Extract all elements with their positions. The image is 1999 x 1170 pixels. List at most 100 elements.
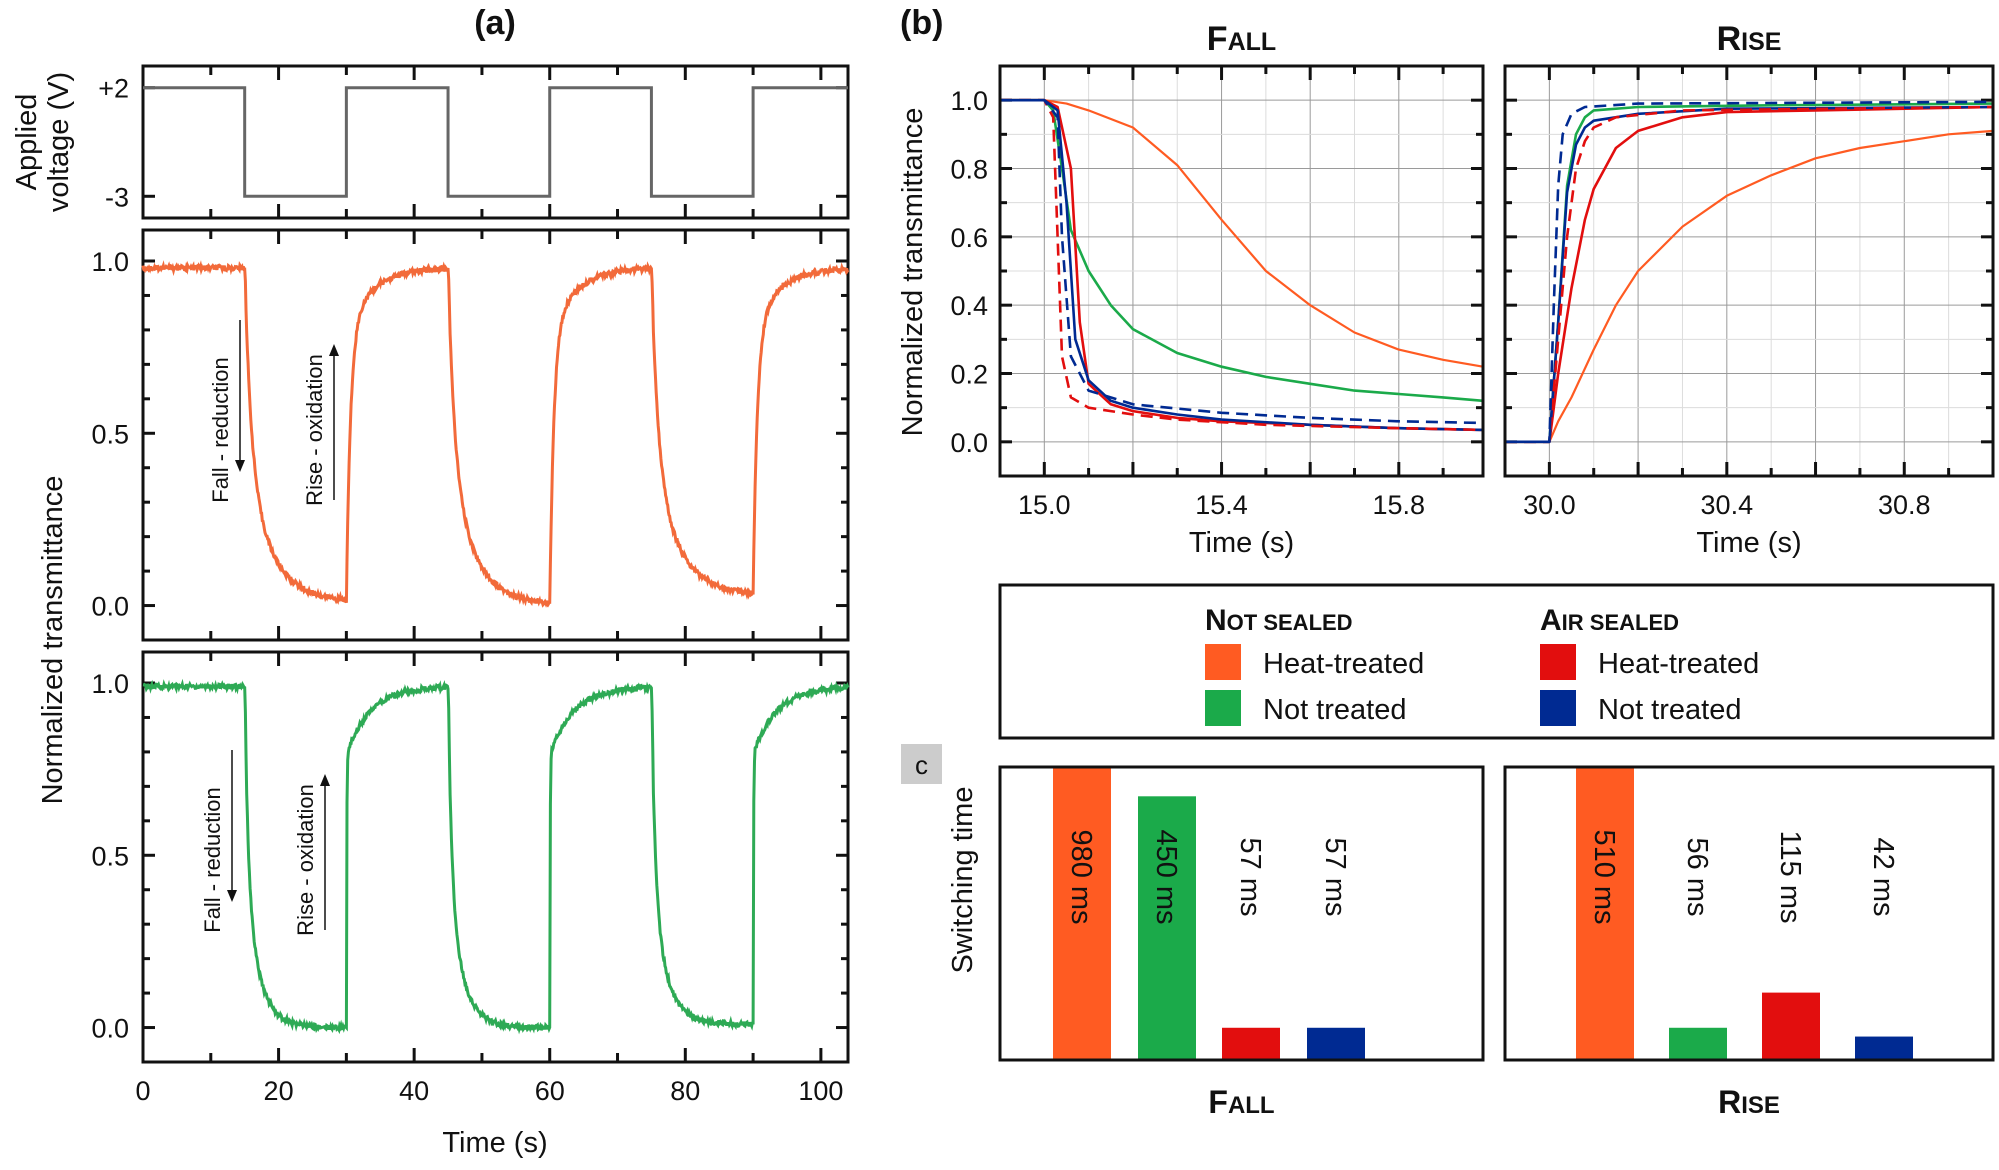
rise-bar-x-label: RISE	[1718, 1084, 1780, 1120]
y-tick-label: +2	[98, 74, 129, 104]
x-axis-title: Time (s)	[1696, 527, 1801, 559]
x-axis-title: Time (s)	[1189, 527, 1294, 559]
plot-frame	[141, 64, 850, 220]
rise-plot-title: RISE	[1717, 20, 1782, 58]
y-axis-title-normalized-transmittance: Normalized transmittance	[37, 476, 69, 805]
plot-frame	[141, 650, 850, 1064]
x-tick-label: 30.8	[1878, 490, 1931, 520]
annotation-fall-reduction: Fall - reduction	[200, 787, 225, 933]
series-line-air-sealed-heat-treated	[1000, 98, 1484, 432]
legend-swatch	[1205, 644, 1241, 680]
panel-label-b: (b)	[900, 4, 943, 42]
series-line-air-sealed-heat-treated	[1505, 105, 1994, 444]
x-tick-label: 30.4	[1701, 490, 1754, 520]
arrow-down-icon	[227, 890, 237, 902]
bar	[1222, 1027, 1280, 1060]
y-tick-label: 0.8	[950, 155, 988, 185]
x-tick-label: 60	[535, 1076, 565, 1106]
legend-item-label: Heat-treated	[1263, 648, 1424, 680]
y-tick-label: 0.0	[950, 428, 988, 458]
arrow-up-icon	[320, 774, 330, 786]
series-line-air-sealed-not-treated-dashed	[1505, 100, 1994, 444]
y-axis-title-applied: Applied	[11, 94, 43, 191]
y-axis-title-switching-time: Switching time	[947, 787, 979, 974]
y-tick-label: 0.2	[950, 360, 988, 390]
plot-frame	[1503, 765, 1995, 1062]
x-tick-label: 20	[264, 1076, 294, 1106]
panel-label-c: c	[915, 750, 928, 780]
fall-bar-x-label: FALL	[1208, 1084, 1274, 1120]
y-tick-label: 1.0	[91, 669, 129, 699]
plot-frame	[141, 228, 850, 642]
annotation-rise-oxidation: Rise - oxidation	[293, 784, 318, 936]
panel-label-a: (a)	[474, 4, 516, 42]
legend-group-title: NOT SEALED	[1205, 604, 1353, 637]
bar	[1762, 992, 1820, 1060]
bar-value-label: 57 ms	[1234, 838, 1266, 917]
series-line-not-sealed-not-treated	[1505, 102, 1994, 444]
y-axis-title-b: Normalized transmittance	[897, 108, 929, 437]
series-line-not-sealed-heat-treated	[1505, 129, 1994, 443]
x-tick-label: 30.0	[1523, 490, 1576, 520]
plot-frame	[998, 765, 1485, 1062]
legend-item-label: Not treated	[1263, 694, 1406, 726]
plot-frame	[1503, 64, 1995, 478]
fall-plot-title: FALL	[1207, 20, 1276, 58]
x-tick-label: 15.8	[1373, 490, 1426, 520]
plot-frame	[998, 64, 1485, 478]
fall-switching-time-bar-chart: 980 ms 450 ms 57 ms 57 ms FALL	[998, 765, 1485, 1120]
voltage-plot: +2 -3 Applied voltage (V)	[11, 64, 850, 220]
bar	[1307, 1027, 1365, 1060]
bar	[1576, 767, 1634, 1060]
bar	[1053, 767, 1111, 1060]
voltage-trace	[143, 86, 848, 198]
orange-trace	[141, 260, 850, 608]
bar-value-label: 450 ms	[1150, 829, 1182, 924]
bar	[1138, 796, 1196, 1060]
y-tick-label: 0.5	[91, 419, 129, 449]
legend-frame	[998, 583, 1995, 740]
fall-kinetics-plot: 0.0 0.2 0.4 0.6 0.8 1.0 15.0 15.4 15.8 Time (s) FA…	[950, 20, 1485, 559]
x-tick-label: 15.4	[1195, 490, 1248, 520]
x-tick-label: 80	[670, 1076, 700, 1106]
bar-value-label: 42 ms	[1867, 838, 1899, 917]
y-axis-title-voltage: voltage (V)	[43, 72, 75, 212]
y-tick-label: 0.4	[950, 291, 988, 321]
annotation-rise-oxidation: Rise - oxidation	[302, 354, 327, 506]
rise-switching-time-bar-chart: 510 ms 56 ms 115 ms 42 ms RISE	[1503, 765, 1995, 1120]
series-line-air-sealed-not-treated	[1505, 105, 1994, 444]
x-axis-title-time-a: Time (s)	[442, 1127, 547, 1159]
legend: NOT SEALED Heat-treated Not treated AIR SEA…	[998, 583, 1995, 740]
legend-item-label: Heat-treated	[1598, 648, 1759, 680]
green-trace	[142, 678, 850, 1035]
legend-group-title: AIR SEALED	[1540, 604, 1679, 637]
y-tick-label: 0.0	[91, 592, 129, 622]
annotation-fall-reduction: Fall - reduction	[208, 357, 233, 503]
legend-swatch	[1205, 690, 1241, 726]
series-line-not-sealed-heat-treated	[1000, 99, 1484, 368]
x-tick-label: 40	[399, 1076, 429, 1106]
x-tick-label: 15.0	[1018, 490, 1071, 520]
series-line-not-sealed-not-treated	[1000, 98, 1484, 403]
legend-swatch	[1540, 644, 1576, 680]
series-line-air-sealed-heat-treated-dashed	[1505, 105, 1994, 444]
series-line-air-sealed-heat-treated-dashed	[1000, 98, 1484, 432]
bar-value-label: 57 ms	[1319, 838, 1351, 917]
y-tick-label: -3	[105, 182, 129, 212]
legend-swatch	[1540, 690, 1576, 726]
y-tick-label: 0.5	[91, 841, 129, 871]
panel-label-c-box	[901, 744, 942, 784]
arrow-up-icon	[329, 344, 339, 356]
series-line-air-sealed-not-treated-dashed	[1000, 98, 1484, 425]
bar	[1669, 1027, 1727, 1060]
bar-value-label: 56 ms	[1681, 838, 1713, 917]
rise-kinetics-plot: 30.0 30.4 30.8 Time (s) RISE	[1503, 20, 1995, 559]
y-tick-label: 0.0	[91, 1014, 129, 1044]
x-tick-label: 0	[135, 1076, 150, 1106]
green-transmittance-plot: 0.0 0.5 1.0 0 20 40 60 80 100 Fall - reduction Ris…	[91, 650, 850, 1106]
x-tick-label: 100	[798, 1076, 843, 1106]
y-tick-label: 1.0	[91, 247, 129, 277]
legend-item-label: Not treated	[1598, 694, 1741, 726]
bar-value-label: 115 ms	[1774, 831, 1806, 924]
